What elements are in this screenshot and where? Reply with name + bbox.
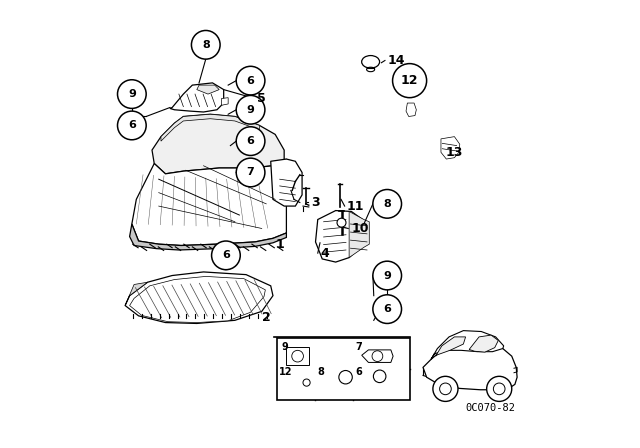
Circle shape (191, 30, 220, 59)
Text: 3: 3 (311, 196, 319, 209)
Polygon shape (130, 276, 266, 323)
Text: 9: 9 (246, 105, 255, 115)
Circle shape (373, 295, 401, 323)
Text: 9: 9 (128, 89, 136, 99)
Circle shape (212, 241, 240, 270)
Polygon shape (316, 211, 364, 262)
Text: 4: 4 (320, 246, 329, 260)
Polygon shape (271, 159, 302, 206)
Text: 6: 6 (355, 367, 362, 377)
Circle shape (118, 111, 146, 140)
Text: 9: 9 (281, 342, 288, 352)
Polygon shape (130, 224, 287, 250)
Text: 6: 6 (383, 304, 391, 314)
Circle shape (486, 376, 512, 401)
Bar (287, 347, 309, 365)
Text: 0C070-82: 0C070-82 (465, 403, 515, 413)
Bar (278, 338, 410, 400)
Text: 1: 1 (275, 237, 284, 251)
Circle shape (236, 95, 265, 124)
Polygon shape (197, 85, 220, 94)
Text: 10: 10 (351, 222, 369, 235)
Circle shape (433, 376, 458, 401)
Circle shape (373, 190, 401, 218)
Text: 7: 7 (246, 168, 255, 177)
Text: 6: 6 (246, 136, 255, 146)
Polygon shape (469, 335, 499, 352)
Polygon shape (152, 114, 284, 174)
Text: 8: 8 (202, 40, 210, 50)
Text: 6: 6 (222, 250, 230, 260)
Text: 6: 6 (128, 121, 136, 130)
Text: 6: 6 (246, 76, 255, 86)
Polygon shape (125, 282, 148, 306)
Polygon shape (362, 350, 393, 362)
Polygon shape (349, 211, 369, 258)
Circle shape (337, 218, 346, 227)
Polygon shape (406, 103, 417, 116)
Polygon shape (132, 159, 287, 246)
Text: 7: 7 (355, 342, 362, 352)
Circle shape (118, 80, 146, 108)
Text: 12: 12 (279, 367, 292, 377)
Text: 2: 2 (262, 310, 271, 324)
Polygon shape (161, 114, 260, 141)
Text: 11: 11 (347, 199, 364, 213)
Circle shape (236, 158, 265, 187)
Polygon shape (423, 343, 517, 390)
Circle shape (373, 261, 401, 290)
Polygon shape (170, 83, 224, 112)
Circle shape (303, 379, 310, 386)
Text: 13: 13 (445, 146, 463, 159)
Polygon shape (125, 272, 273, 323)
Polygon shape (441, 137, 460, 159)
Circle shape (236, 127, 265, 155)
Text: 8: 8 (383, 199, 391, 209)
Text: 9: 9 (383, 271, 391, 280)
Text: 12: 12 (401, 74, 419, 87)
Circle shape (236, 66, 265, 95)
Polygon shape (431, 331, 504, 359)
Text: 8: 8 (318, 367, 324, 377)
Polygon shape (221, 98, 228, 105)
Polygon shape (436, 337, 466, 356)
Text: 14: 14 (387, 54, 404, 67)
Circle shape (392, 64, 427, 98)
Text: 5: 5 (257, 92, 266, 105)
